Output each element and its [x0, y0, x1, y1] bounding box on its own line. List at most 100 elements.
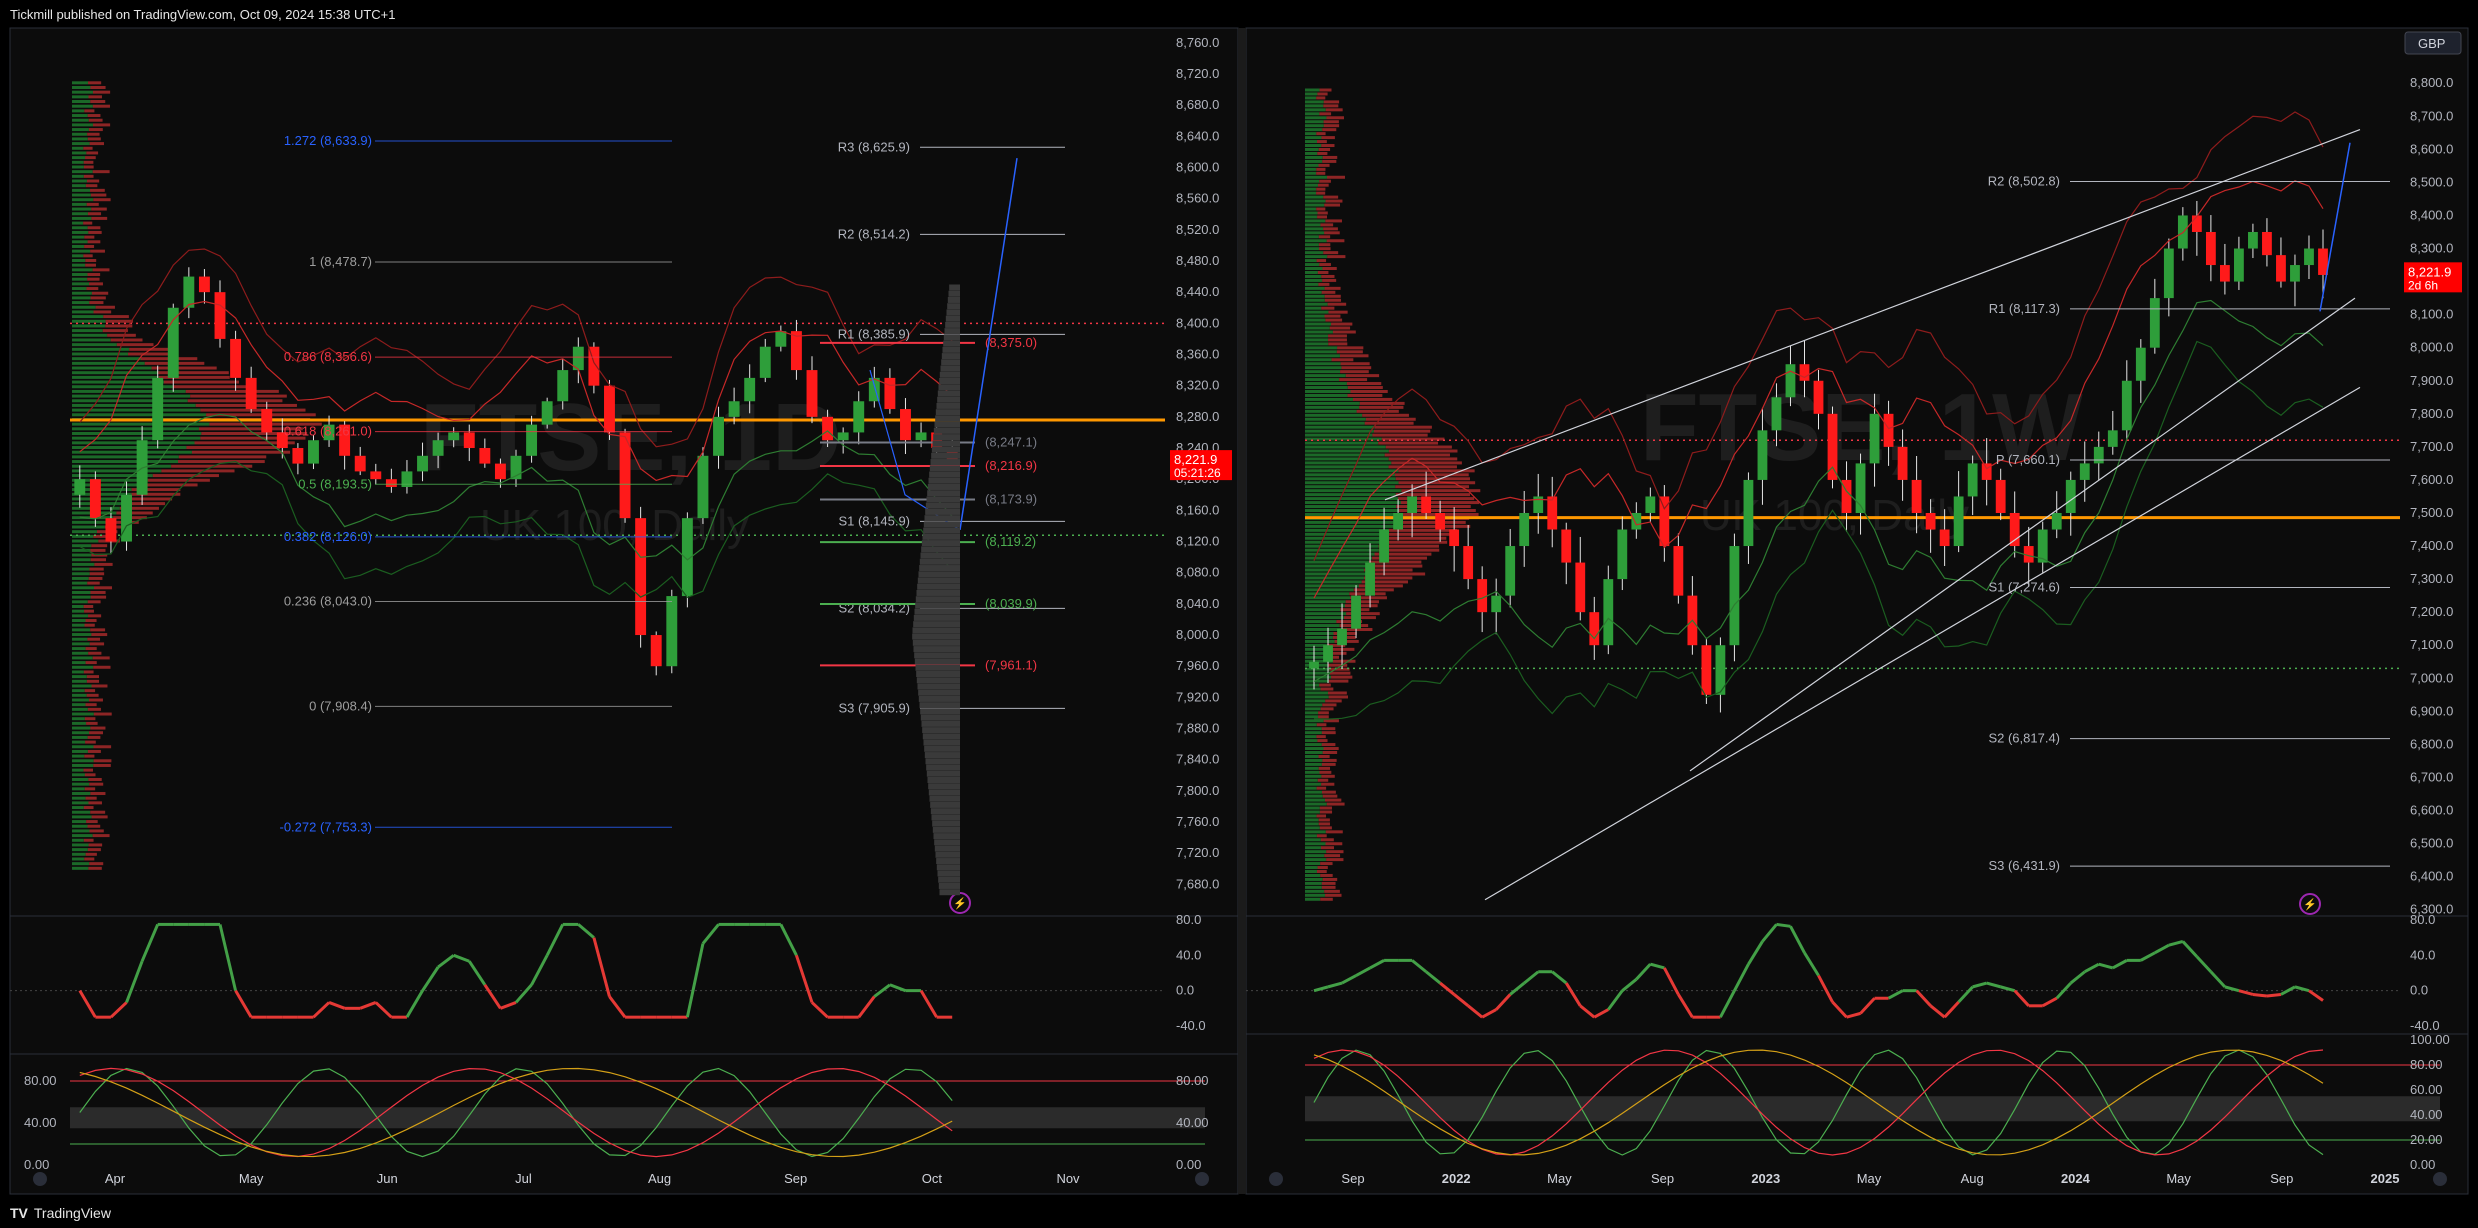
volume-bar-up — [1305, 120, 1324, 124]
session-volume-bar — [946, 309, 960, 316]
candle-down — [1561, 529, 1572, 563]
volume-bar-up — [1305, 711, 1319, 715]
volume-bar-up — [1305, 175, 1327, 179]
volume-bar-up — [72, 834, 93, 838]
volume-bar-down — [88, 777, 102, 781]
session-volume-bar — [934, 421, 960, 428]
rsi-segment — [1635, 963, 1652, 981]
volume-bar-down — [88, 128, 103, 132]
volume-bar-up — [1305, 497, 1399, 501]
session-volume-bar — [920, 552, 960, 559]
volume-bar-up — [72, 787, 85, 791]
volume-bar-down — [86, 179, 100, 183]
volume-bar-down — [131, 492, 181, 496]
volume-bar-down — [83, 221, 93, 225]
countdown-label: 05:21:26 — [1174, 466, 1221, 480]
volume-bar-down — [1326, 116, 1344, 120]
candle-up — [2065, 479, 2076, 513]
volume-bar-down — [1398, 497, 1475, 501]
volume-bar-down — [86, 820, 98, 824]
candle-up — [152, 377, 164, 441]
volume-bar-up — [72, 446, 187, 450]
chart-right: 8,800.0 8,700.0 8,600.0 8,500.0 8,400.0 8,300… — [1246, 31, 2468, 1186]
volume-bar-down — [87, 735, 101, 739]
volume-bar-up — [1305, 453, 1385, 457]
volume-bar-up — [72, 394, 191, 398]
volume-bar-down — [1322, 128, 1337, 132]
volume-bar-up — [1305, 449, 1389, 453]
candle-up — [775, 331, 787, 347]
volume-bar-down — [1358, 584, 1403, 588]
rsi-tick-label: 0.0 — [1176, 983, 1194, 998]
volume-bar-down — [1329, 326, 1351, 330]
rsi-segment — [1957, 985, 1974, 1004]
volume-bar-down — [1325, 893, 1342, 897]
volume-bar-up — [72, 375, 159, 379]
price-tick-label: 8,000.0 — [1176, 627, 1219, 642]
volume-bar-down — [92, 656, 110, 660]
price-tick-label: 7,700.0 — [2410, 439, 2453, 454]
rsi-segment — [2154, 943, 2170, 955]
volume-bar-up — [1305, 719, 1324, 723]
volume-bar-up — [72, 263, 86, 267]
volume-bar-up — [1305, 270, 1318, 274]
volume-bar-down — [1320, 897, 1333, 901]
candle-up — [1757, 430, 1768, 480]
volume-bar-down — [84, 623, 95, 627]
volume-bar-up — [72, 777, 89, 781]
scale-toggle-icon[interactable] — [33, 1172, 47, 1186]
stoch-tick-label: 80.00 — [1176, 1073, 1209, 1088]
session-volume-bar — [933, 427, 960, 434]
volume-bar-up — [1305, 830, 1326, 834]
volume-bar-up — [1305, 679, 1329, 683]
volume-bar-up — [1305, 243, 1319, 247]
volume-bar-up — [72, 679, 87, 683]
candle-up — [2290, 265, 2300, 282]
time-tick-label: Aug — [1961, 1171, 1984, 1186]
volume-bar-up — [1305, 580, 1362, 584]
volume-bar-up — [1305, 457, 1389, 461]
volume-bar-up — [1305, 671, 1330, 675]
session-volume-bar — [941, 353, 960, 360]
volume-bar-down — [172, 385, 256, 389]
tradingview-logo[interactable]: TV TradingView — [10, 1205, 111, 1221]
volume-bar-down — [1323, 251, 1339, 255]
volume-bar-up — [72, 118, 89, 122]
time-tick-label: 2023 — [1751, 1171, 1780, 1186]
publish-info: Tickmill published on TradingView.com, O… — [10, 7, 396, 22]
volume-bar-down — [1332, 659, 1356, 663]
candle-up — [1365, 562, 1375, 596]
scale-toggle-icon[interactable] — [1269, 1172, 1283, 1186]
volume-bar-up — [72, 422, 210, 426]
rsi-segment — [1943, 1001, 1960, 1019]
volume-bar-up — [1305, 707, 1321, 711]
volume-bar-up — [72, 782, 90, 786]
volume-bar-up — [1305, 290, 1322, 294]
volume-bar-up — [72, 651, 89, 655]
session-volume-bar — [939, 378, 960, 384]
volume-bar-down — [1319, 247, 1331, 251]
volume-bar-down — [1320, 846, 1335, 850]
volume-bar-down — [1319, 806, 1332, 810]
volume-bar-down — [1328, 663, 1348, 667]
volume-bar-down — [84, 609, 94, 613]
rsi-segment — [1663, 967, 1680, 996]
session-volume-bar — [913, 646, 960, 653]
fib-label: 0.5 (8,193.5) — [298, 476, 372, 491]
volume-bar-up — [1305, 318, 1326, 322]
candle-down — [105, 518, 117, 542]
time-tick-label: May — [1857, 1171, 1882, 1186]
auto-scale-icon[interactable] — [1195, 1172, 1209, 1186]
auto-scale-icon[interactable] — [2433, 1172, 2447, 1186]
volume-bar-up — [1305, 148, 1319, 152]
level-price-label: (8,119.2) — [985, 534, 1036, 549]
currency-button[interactable]: GBP — [2404, 31, 2462, 55]
volume-bar-down — [1398, 509, 1476, 513]
lightning-icon[interactable] — [2299, 893, 2321, 915]
volume-bar-down — [1325, 108, 1343, 112]
volume-bar-up — [72, 581, 88, 585]
volume-bar-up — [1305, 635, 1333, 639]
volume-bar-up — [1305, 818, 1319, 822]
volume-bar-down — [185, 389, 279, 393]
volume-bar-down — [1319, 810, 1333, 814]
